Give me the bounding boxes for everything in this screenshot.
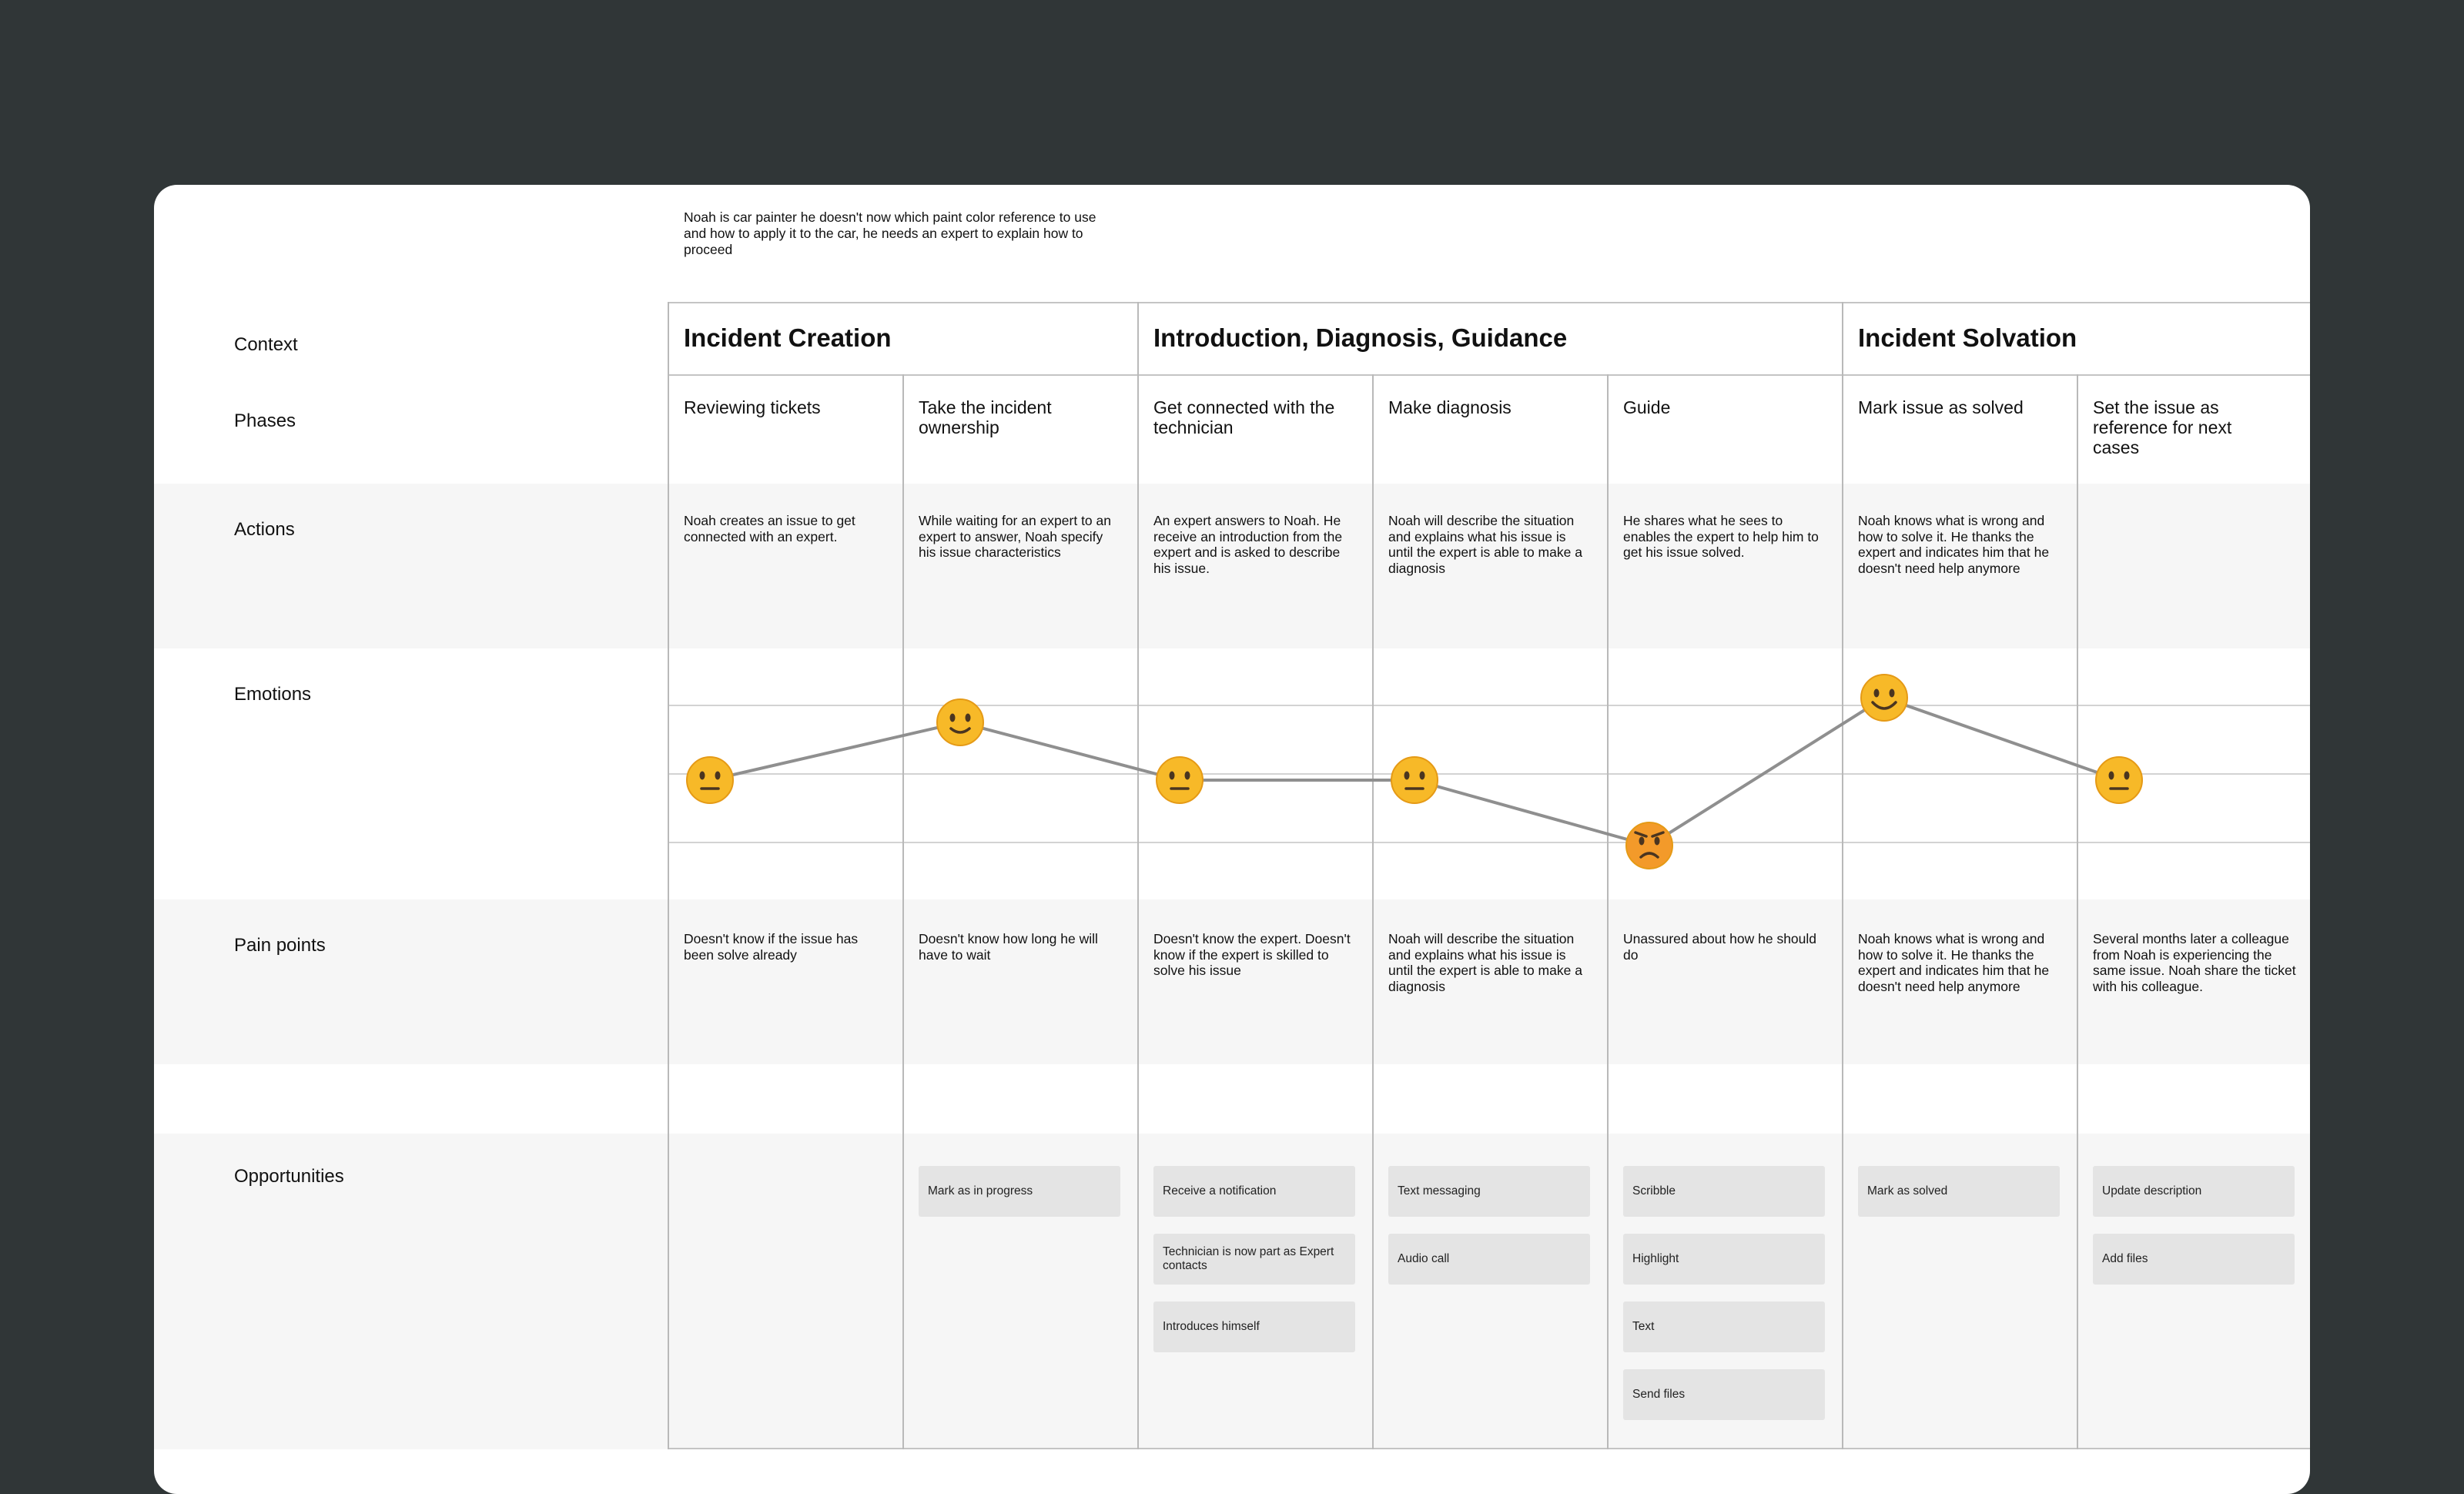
pain-point-text: Doesn't know how long he will have to wa… bbox=[919, 931, 1098, 963]
phase-take-ownership: Take the incident ownership bbox=[919, 397, 1052, 437]
action-text: While waiting for an expert to an expert… bbox=[919, 513, 1111, 560]
action-text: An expert answers to Noah. He receive an… bbox=[1153, 513, 1343, 576]
opportunity-card-technician-contacts[interactable]: Technician is now part as Expert contact… bbox=[1153, 1234, 1355, 1285]
phase-get-connected: Get connected with the technician bbox=[1153, 397, 1335, 437]
slightly-smiling-face-icon bbox=[936, 698, 984, 746]
emotion-guide-high bbox=[668, 705, 2310, 706]
row-label-actions: Actions bbox=[234, 519, 295, 540]
row-label-context: Context bbox=[234, 334, 298, 355]
pain-point-text: Doesn't know the expert. Doesn't know if… bbox=[1153, 931, 1351, 978]
opportunity-card-scribble[interactable]: Scribble bbox=[1623, 1166, 1825, 1217]
opportunity-card-mark-in-progress[interactable]: Mark as in progress bbox=[919, 1166, 1120, 1217]
opportunity-card-highlight[interactable]: Highlight bbox=[1623, 1234, 1825, 1285]
pain-point-text: Noah will describe the situation and exp… bbox=[1388, 931, 1582, 994]
grid-top-line bbox=[668, 302, 2310, 303]
pain-point-text: Unassured about how he should do bbox=[1623, 931, 1817, 963]
pain-points-band bbox=[154, 899, 2310, 1064]
opportunity-card-mark-as-solved[interactable]: Mark as solved bbox=[1858, 1166, 2060, 1217]
group-title-incident-solvation: Incident Solvation bbox=[1858, 323, 2077, 352]
column-divider bbox=[1137, 302, 1139, 1449]
column-divider bbox=[1372, 374, 1374, 1449]
opportunity-card-add-files[interactable]: Add files bbox=[2093, 1234, 2295, 1285]
opportunity-card-text-messaging[interactable]: Text messaging bbox=[1388, 1166, 1590, 1217]
row-label-pain-points: Pain points bbox=[234, 935, 326, 956]
opportunity-card-text[interactable]: Text bbox=[1623, 1301, 1825, 1352]
emotion-guide-mid bbox=[668, 773, 2310, 775]
row-label-phases: Phases bbox=[234, 410, 296, 431]
group-title-introduction-diagnosis-guidance: Introduction, Diagnosis, Guidance bbox=[1153, 323, 1568, 352]
column-divider bbox=[668, 302, 669, 1449]
neutral-face-icon bbox=[686, 756, 734, 804]
journey-map-card: Noah is car painter he doesn't now which… bbox=[154, 185, 2310, 1494]
context-description: Noah is car painter he doesn't now which… bbox=[684, 209, 1096, 257]
angry-face-icon bbox=[1625, 822, 1673, 869]
pain-point-text: Several months later a colleague from No… bbox=[2093, 931, 2296, 994]
phase-set-reference: Set the issue as reference for next case… bbox=[2093, 397, 2232, 457]
phase-reviewing-tickets: Reviewing tickets bbox=[684, 397, 821, 417]
column-divider bbox=[1842, 302, 1843, 1449]
pain-point-text: Doesn't know if the issue has been solve… bbox=[684, 931, 859, 963]
action-text: Noah will describe the situation and exp… bbox=[1388, 513, 1582, 576]
column-divider bbox=[902, 374, 904, 1449]
smiling-face-icon bbox=[1860, 674, 1908, 722]
opportunity-card-audio-call[interactable]: Audio call bbox=[1388, 1234, 1590, 1285]
emotion-line bbox=[709, 695, 2120, 848]
pain-point-text: Noah knows what is wrong and how to solv… bbox=[1858, 931, 2050, 994]
phase-mark-solved: Mark issue as solved bbox=[1858, 397, 2024, 417]
group-title-incident-creation: Incident Creation bbox=[684, 323, 892, 352]
action-text: Noah creates an issue to get connected w… bbox=[684, 513, 855, 544]
opportunity-card-update-description[interactable]: Update description bbox=[2093, 1166, 2295, 1217]
opportunity-card-send-files[interactable]: Send files bbox=[1623, 1369, 1825, 1420]
grid-header-line bbox=[668, 374, 2310, 376]
row-label-opportunities: Opportunities bbox=[234, 1166, 344, 1187]
neutral-face-icon bbox=[1156, 756, 1204, 804]
column-divider bbox=[2077, 374, 2078, 1449]
row-label-emotions: Emotions bbox=[234, 684, 312, 705]
phase-guide: Guide bbox=[1623, 397, 1671, 417]
neutral-face-icon bbox=[2095, 756, 2143, 804]
neutral-face-icon bbox=[1391, 756, 1438, 804]
phase-make-diagnosis: Make diagnosis bbox=[1388, 397, 1512, 417]
grid-bottom-line bbox=[668, 1448, 2310, 1449]
opportunity-card-introduces-himself[interactable]: Introduces himself bbox=[1153, 1301, 1355, 1352]
action-text: He shares what he sees to enables the ex… bbox=[1623, 513, 1819, 560]
emotion-guide-low bbox=[668, 842, 2310, 843]
column-divider bbox=[1607, 374, 1609, 1449]
opportunity-card-receive-notification[interactable]: Receive a notification bbox=[1153, 1166, 1355, 1217]
action-text: Noah knows what is wrong and how to solv… bbox=[1858, 513, 2050, 576]
actions-band bbox=[154, 484, 2310, 648]
